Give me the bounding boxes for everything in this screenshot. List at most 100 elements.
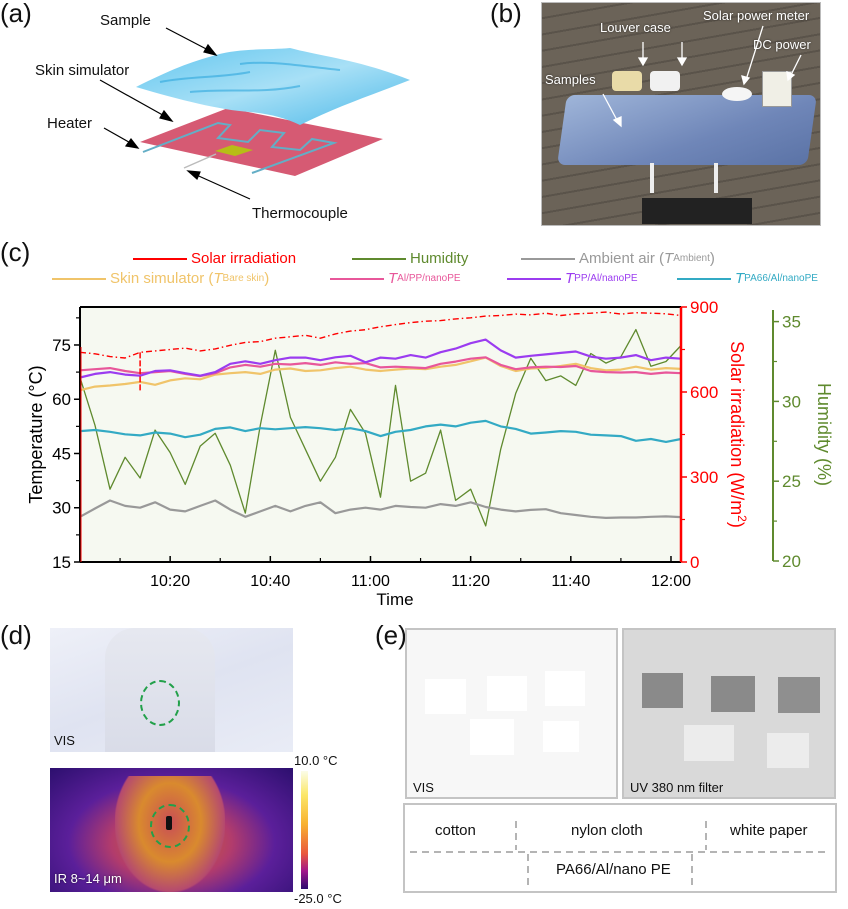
y-humidity-tick-label: 20 xyxy=(782,552,801,571)
thermocouple-pad xyxy=(215,145,253,156)
legend-alpp: T Al/PP/nanoPE xyxy=(330,270,461,287)
legend-humidity: Humidity xyxy=(352,250,468,267)
legend-bare-sub: Bare skin xyxy=(222,273,265,284)
legend-humidity-line xyxy=(352,257,406,260)
uv-swatch-pa66-2 xyxy=(767,733,809,768)
y-humidity-tick-label: 25 xyxy=(782,472,801,491)
legend-pa66-italic: T xyxy=(735,270,745,287)
legend-ppal-line xyxy=(507,277,561,280)
x-axis-label: Time xyxy=(376,590,413,609)
legend-bare: Skin simulator (T Bare skin) xyxy=(52,270,269,287)
legend-ppal-sub: PP/Al/nanoPE xyxy=(574,273,638,284)
annotation-dc-power: DC power xyxy=(753,37,811,52)
panel-b-arrows xyxy=(602,25,802,128)
y-axis-label-solar-text: Solar irradiation (W/m xyxy=(727,341,747,515)
x-tick-label: 12:00 xyxy=(651,573,691,590)
legend-pa66: T PA66/Al/nanoPE xyxy=(677,270,818,287)
annotation-sample: Sample xyxy=(100,12,151,29)
photo-solar-meter xyxy=(722,87,752,101)
legend-humidity-text: Humidity xyxy=(410,250,469,267)
sample-fabric xyxy=(136,48,410,125)
legend-ambient-italic: T xyxy=(664,250,674,267)
y-axis-label-humidity: Humidity (%) xyxy=(814,383,834,486)
heater-wire xyxy=(142,121,338,174)
legend-solar-line xyxy=(133,257,187,260)
tick-layer: 10:20 10:40 11:00 11:20 11:40 12:00 15 30 45 60 75… xyxy=(52,298,801,590)
vis-swatch-nylon xyxy=(487,676,527,711)
ir-label-d: IR 8~14 μm xyxy=(54,871,122,886)
skin-simulator-plate xyxy=(140,108,383,176)
uv-swatch-cotton xyxy=(642,673,683,708)
uv-swatch-paper xyxy=(778,677,820,713)
x-tick-label: 10:40 xyxy=(250,573,290,590)
y-left-tick-label: 60 xyxy=(52,390,71,409)
photo-case-box xyxy=(642,198,752,224)
annotation-thermocouple: Thermocouple xyxy=(252,205,348,222)
y-axis-label-temperature: Temperature (°C) xyxy=(26,365,46,503)
photo-louver-case-2 xyxy=(650,71,680,91)
y-solar-tick-label: 900 xyxy=(690,298,718,317)
legend-alpp-italic: T xyxy=(388,270,398,287)
vis-dashed-circle xyxy=(140,680,180,726)
ir-colorbar xyxy=(301,771,308,889)
legend-alpp-line xyxy=(330,277,384,280)
key-white-paper: white paper xyxy=(730,822,808,839)
panel-a-label: (a) xyxy=(0,0,32,28)
x-tick-label: 11:20 xyxy=(451,573,490,590)
y-left-tick-label: 30 xyxy=(52,499,71,518)
uv-label-e: UV 380 nm filter xyxy=(630,780,724,795)
legend-alpp-sub: Al/PP/nanoPE xyxy=(397,273,461,284)
annotation-skin-simulator: Skin simulator xyxy=(35,62,130,79)
y-left-tick-label: 15 xyxy=(52,553,71,572)
panel-a-diagram xyxy=(99,27,410,200)
legend-ambient-end: ) xyxy=(709,250,715,267)
legend-ambient-sub: Ambient xyxy=(673,253,710,264)
vis-label-e: VIS xyxy=(413,780,434,795)
sample-key-dividers xyxy=(410,821,830,885)
legend-solar-text: Solar irradiation xyxy=(191,250,297,267)
thermocouple-wire xyxy=(183,153,217,169)
vis-swatch-pa66-1 xyxy=(470,719,514,755)
legend-bare-text: Skin simulator ( xyxy=(110,270,214,287)
y-solar-tick-label: 600 xyxy=(690,383,718,402)
legend-bare-italic: T xyxy=(213,270,223,287)
panel-b-label: (b) xyxy=(490,0,522,28)
legend-pa66-line xyxy=(677,277,731,280)
photo-table-stand xyxy=(650,163,718,193)
legend-ppal: T PP/Al/nanoPE xyxy=(507,270,638,287)
y-humidity-tick-label: 35 xyxy=(782,313,801,332)
colorbar-max-label: 10.0 °C xyxy=(294,753,338,768)
y-left-tick-label: 45 xyxy=(52,444,71,463)
y-humidity-tick-label: 30 xyxy=(782,392,801,411)
panel-d-label: (d) xyxy=(0,620,32,650)
y-solar-tick-label: 300 xyxy=(690,468,718,487)
x-tick-label: 11:40 xyxy=(551,573,590,590)
x-tick-label: 10:20 xyxy=(150,573,190,590)
vis-swatch-paper xyxy=(545,671,585,706)
y-axis-label-solar: Solar irradiation (W/m2) xyxy=(727,341,749,528)
panel-e-label: (e) xyxy=(375,620,407,650)
uv-swatch-pa66-1 xyxy=(684,725,734,761)
key-pa66: PA66/Al/nano PE xyxy=(556,861,671,878)
y-solar-tick-label: 0 xyxy=(690,553,699,572)
x-tick-label: 11:00 xyxy=(351,573,390,590)
y-axis-label-solar-end: ) xyxy=(727,522,747,528)
vis-label-d: VIS xyxy=(54,733,75,748)
panel-b-photo xyxy=(541,2,821,226)
legend-ambient-text: Ambient air ( xyxy=(579,250,665,267)
y-left-tick-label: 75 xyxy=(52,336,71,355)
legend-bare-end: ) xyxy=(264,270,270,287)
vis-swatch-pa66-2 xyxy=(543,721,579,752)
vis-photo-jacket xyxy=(50,628,293,752)
series-layer xyxy=(79,311,682,527)
vis-photo-samples: VIS xyxy=(405,628,618,799)
y-axis-label-solar-sup: 2 xyxy=(735,515,749,522)
annotation-samples: Samples xyxy=(545,72,596,87)
legend-ambient: Ambient air (T Ambient) xyxy=(521,250,715,267)
key-nylon-cloth: nylon cloth xyxy=(571,822,643,839)
chart-c: 10:20 10:40 11:00 11:20 11:40 12:00 15 30 45 60 75… xyxy=(26,298,834,609)
annotation-louver-case: Louver case xyxy=(600,20,671,35)
sample-key-box: cotton nylon cloth white paper PA66/Al/n… xyxy=(403,803,837,893)
vis-swatch-cotton xyxy=(425,679,466,714)
legend-bare-line xyxy=(52,277,106,280)
